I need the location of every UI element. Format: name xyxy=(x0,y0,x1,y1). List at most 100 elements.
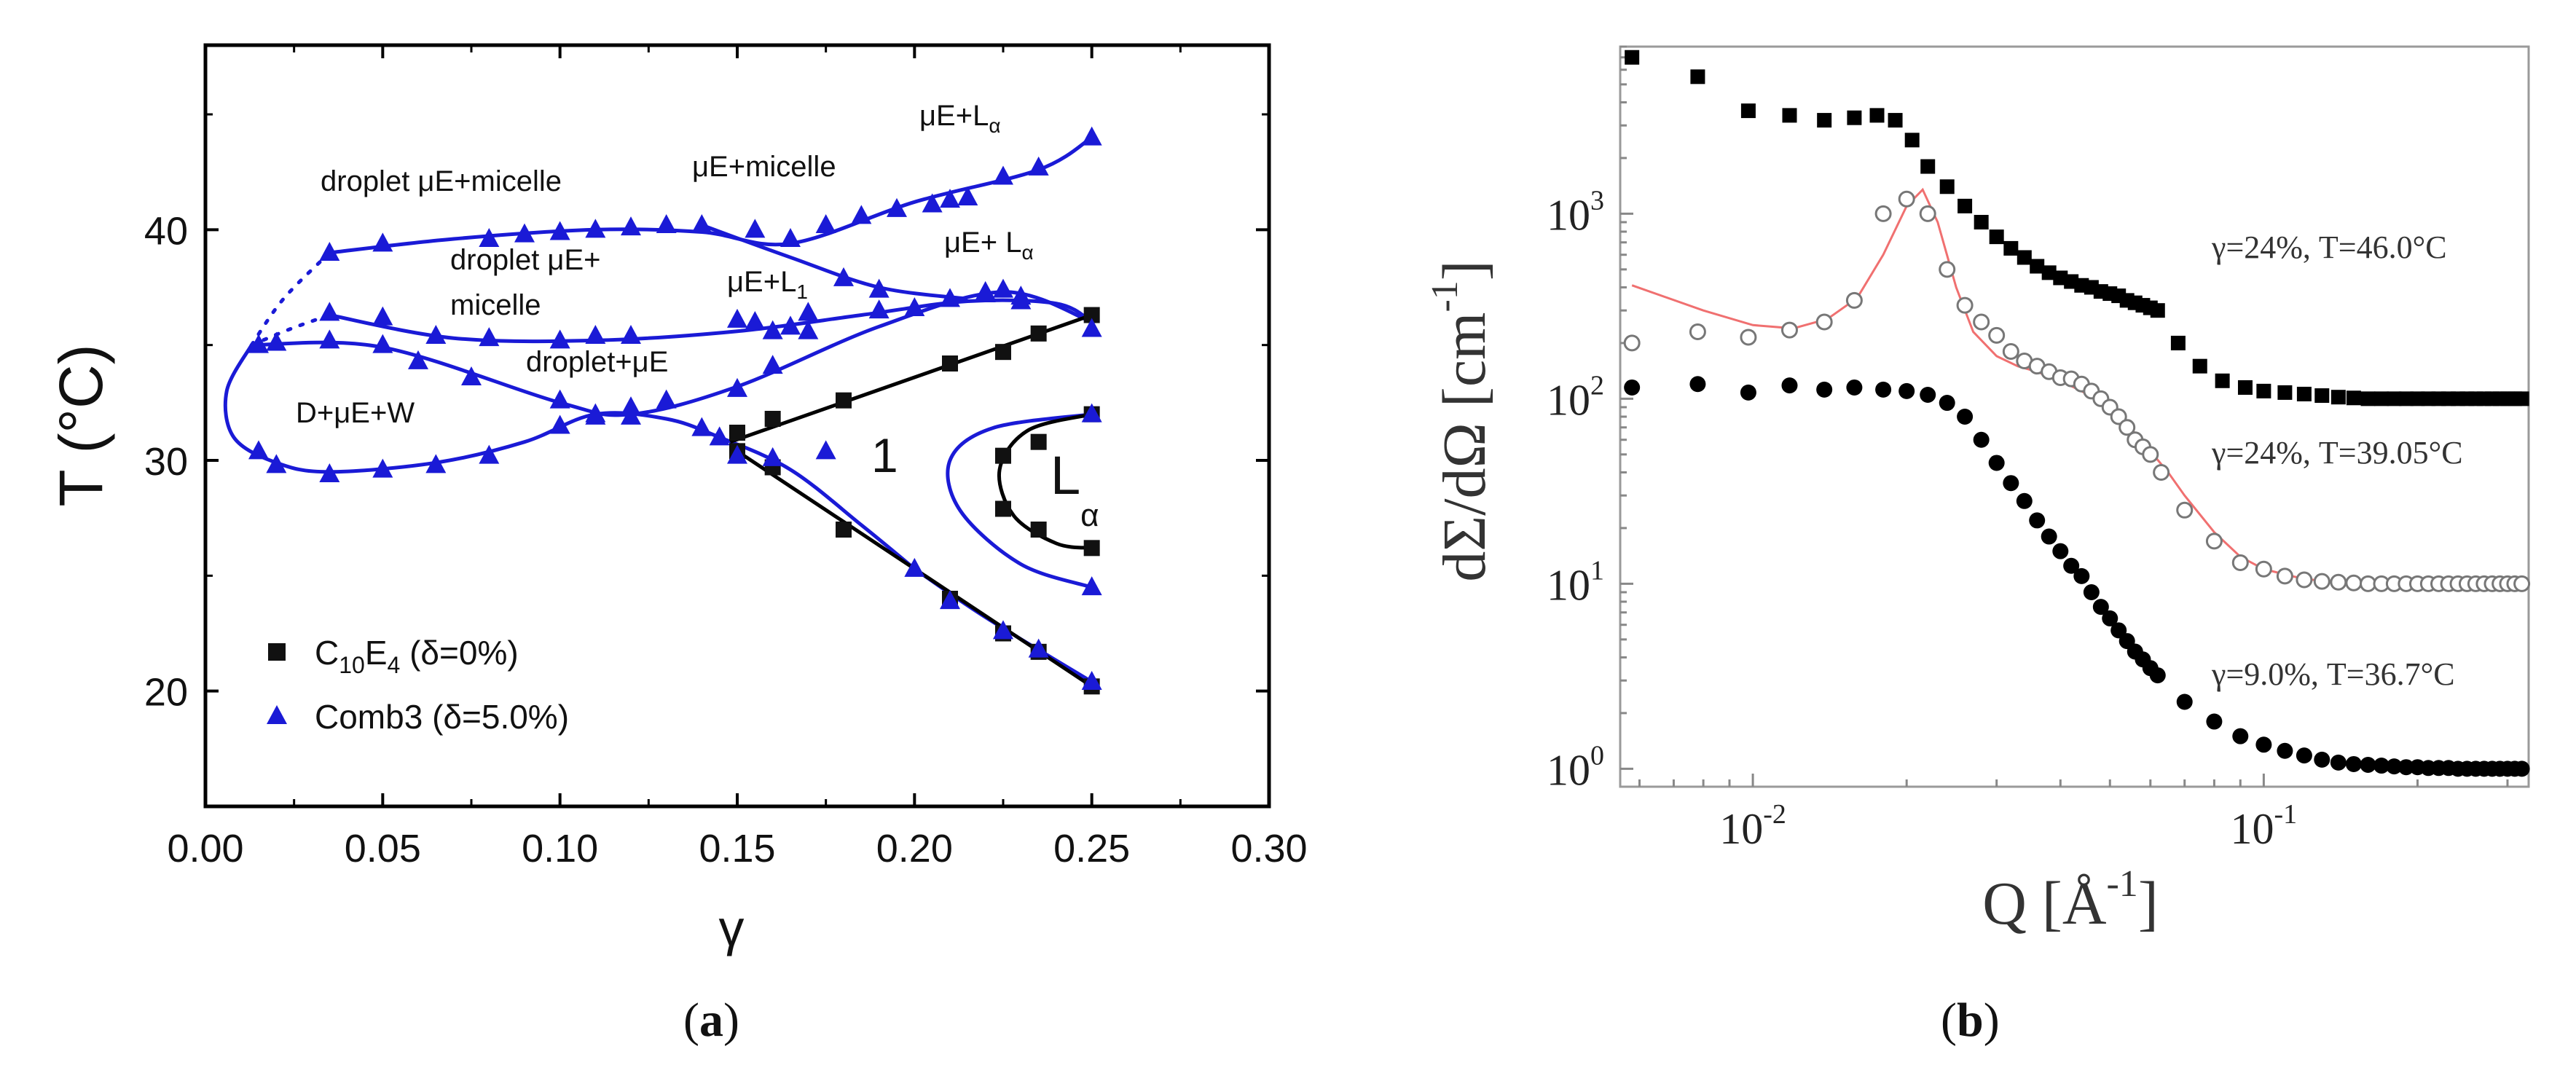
marker-39c-open-circle xyxy=(1956,296,1974,314)
marker-36c-filled-circle xyxy=(2041,528,2057,545)
comb3-phase-boundary xyxy=(251,290,1093,417)
comb3-triangle-marker xyxy=(319,242,340,261)
comb3-triangle-marker xyxy=(585,219,606,238)
marker-46c-square xyxy=(2215,373,2230,388)
series-label-39c: γ=24%, T=39.05°C xyxy=(2211,435,2463,471)
comb3-triangle-marker xyxy=(266,331,287,351)
comb3-triangle-marker xyxy=(868,278,890,298)
comb3-triangle-marker xyxy=(266,454,287,473)
comb3-triangle-marker xyxy=(549,389,570,409)
comb3-triangle-marker xyxy=(798,302,819,321)
marker-46c-square xyxy=(1869,108,1885,123)
marker-39c-open-circle xyxy=(2176,501,2194,519)
annotation-mu-la-mid: μE+ Lα xyxy=(944,227,1034,264)
marker-39c-open-circle xyxy=(2330,573,2347,591)
marker-46c-square xyxy=(2387,391,2402,406)
marker-36c-filled-circle xyxy=(2083,584,2100,601)
marker-46c-square xyxy=(1957,198,1973,213)
marker-39c-open-circle xyxy=(2205,532,2223,550)
annotation-d-mu-w: D+μE+W xyxy=(296,397,415,429)
marker-36c-filled-circle xyxy=(2314,751,2330,768)
marker-46c-square xyxy=(1974,215,1989,230)
marker-36c-filled-circle xyxy=(2296,747,2312,764)
marker-46c-square xyxy=(2017,250,2032,265)
panel-a-x-axis-label: γ xyxy=(719,900,745,956)
marker-39c-open-circle xyxy=(2110,408,2127,425)
marker-39c-open-circle xyxy=(2276,567,2293,585)
comb3-triangle-marker xyxy=(691,417,712,436)
x-tick-label: 0.00 xyxy=(167,827,243,870)
marker-39c-open-circle xyxy=(2231,554,2249,571)
marker-36c-filled-circle xyxy=(2029,512,2046,529)
b-y-tick-label: 103 xyxy=(1547,185,1604,239)
comb3-triangle-marker xyxy=(585,325,606,344)
marker-36c-filled-circle xyxy=(1740,384,1756,401)
comb3-triangle-marker xyxy=(851,205,872,224)
x-tick-label: 0.05 xyxy=(345,827,421,870)
comb3-triangle-marker xyxy=(762,447,783,466)
comb3-triangle-marker xyxy=(319,329,340,349)
comb3-triangle-marker xyxy=(745,219,766,238)
marker-36c-filled-circle xyxy=(1973,431,1990,448)
comb3-triangle-marker xyxy=(408,350,428,369)
c10e4-phase-boundary xyxy=(997,412,1093,550)
comb3-triangle-marker xyxy=(549,329,570,349)
marker-36c-filled-circle xyxy=(2110,622,2127,639)
annotation-droplet-mu-plus: droplet μE+ xyxy=(450,244,601,276)
marker-36c-filled-circle xyxy=(2373,758,2390,774)
marker-36c-filled-circle xyxy=(1846,379,1863,396)
marker-36c-filled-circle xyxy=(2255,736,2272,753)
panel-b-data-points xyxy=(1623,50,2531,777)
c10e4-square-marker xyxy=(995,500,1011,517)
marker-36c-filled-circle xyxy=(2330,754,2347,771)
marker-46c-square xyxy=(2041,265,2057,280)
marker-36c-filled-circle xyxy=(1781,377,1798,394)
c10e4-square-marker xyxy=(1030,522,1047,538)
comb3-triangle-marker xyxy=(904,297,925,316)
marker-46c-square xyxy=(1817,113,1832,128)
marker-39c-open-circle xyxy=(1689,323,1706,341)
annotation-droplet-micelle-top: droplet μE+micelle xyxy=(321,165,562,197)
c10e4-square-marker xyxy=(942,355,958,372)
marker-36c-filled-circle xyxy=(1939,395,1955,412)
x-tick-label: 0.20 xyxy=(876,827,953,870)
panel-b-y-axis-label: dΣ/dΩ [cm-1] xyxy=(1424,260,1499,582)
marker-46c-square xyxy=(2237,380,2253,395)
c10e4-square-marker xyxy=(836,392,852,409)
marker-36c-filled-circle xyxy=(1624,379,1641,396)
marker-46c-square xyxy=(2030,259,2045,274)
legend-marker-triangle xyxy=(267,705,287,724)
comb3-triangle-marker xyxy=(514,223,535,243)
marker-46c-square xyxy=(2346,390,2361,406)
comb3-triangle-marker xyxy=(585,405,606,425)
comb3-triangle-marker xyxy=(425,325,447,344)
marker-39c-open-circle xyxy=(2153,463,2170,481)
panel-a-axes-ticks: 0.00 0.05 0.10 0.15 0.20 0.25 0.30 20 30 40 xyxy=(144,45,1308,870)
annotation-mu-la-top: μE+Lα xyxy=(919,100,1001,137)
comb3-triangle-marker xyxy=(621,325,641,344)
comb3-triangle-marker xyxy=(1028,638,1049,658)
panel-b-caption: (b) xyxy=(1941,994,2000,1047)
marker-36c-filled-circle xyxy=(1920,387,1936,404)
legend-label-c10e4: C10E4 (δ=0%) xyxy=(315,634,519,678)
comb3-triangle-marker xyxy=(372,458,393,478)
marker-39c-open-circle xyxy=(1898,190,1915,208)
marker-39c-open-circle xyxy=(2296,571,2313,589)
marker-36c-filled-circle xyxy=(1988,455,2005,471)
marker-36c-filled-circle xyxy=(2277,742,2293,759)
comb3-triangle-marker xyxy=(1081,403,1102,422)
b-y-tick-label: 100 xyxy=(1547,740,1604,794)
comb3-triangle-marker xyxy=(1081,576,1102,596)
comb3-dotted-extrapolation xyxy=(249,251,331,347)
comb3-triangle-marker xyxy=(940,189,960,208)
marker-39c-open-circle xyxy=(2255,560,2272,578)
marker-39c-open-circle xyxy=(1874,205,1892,222)
marker-46c-square xyxy=(1740,103,1756,119)
marker-39c-open-circle xyxy=(1919,205,1936,222)
marker-39c-open-circle xyxy=(2142,446,2159,463)
y-tick-label: 40 xyxy=(144,209,188,253)
marker-39c-open-circle xyxy=(1780,321,1798,339)
marker-39c-open-circle xyxy=(1815,313,1833,331)
annotation-mu-l1: μE+L1 xyxy=(727,266,808,303)
marker-46c-square xyxy=(1847,110,1862,125)
